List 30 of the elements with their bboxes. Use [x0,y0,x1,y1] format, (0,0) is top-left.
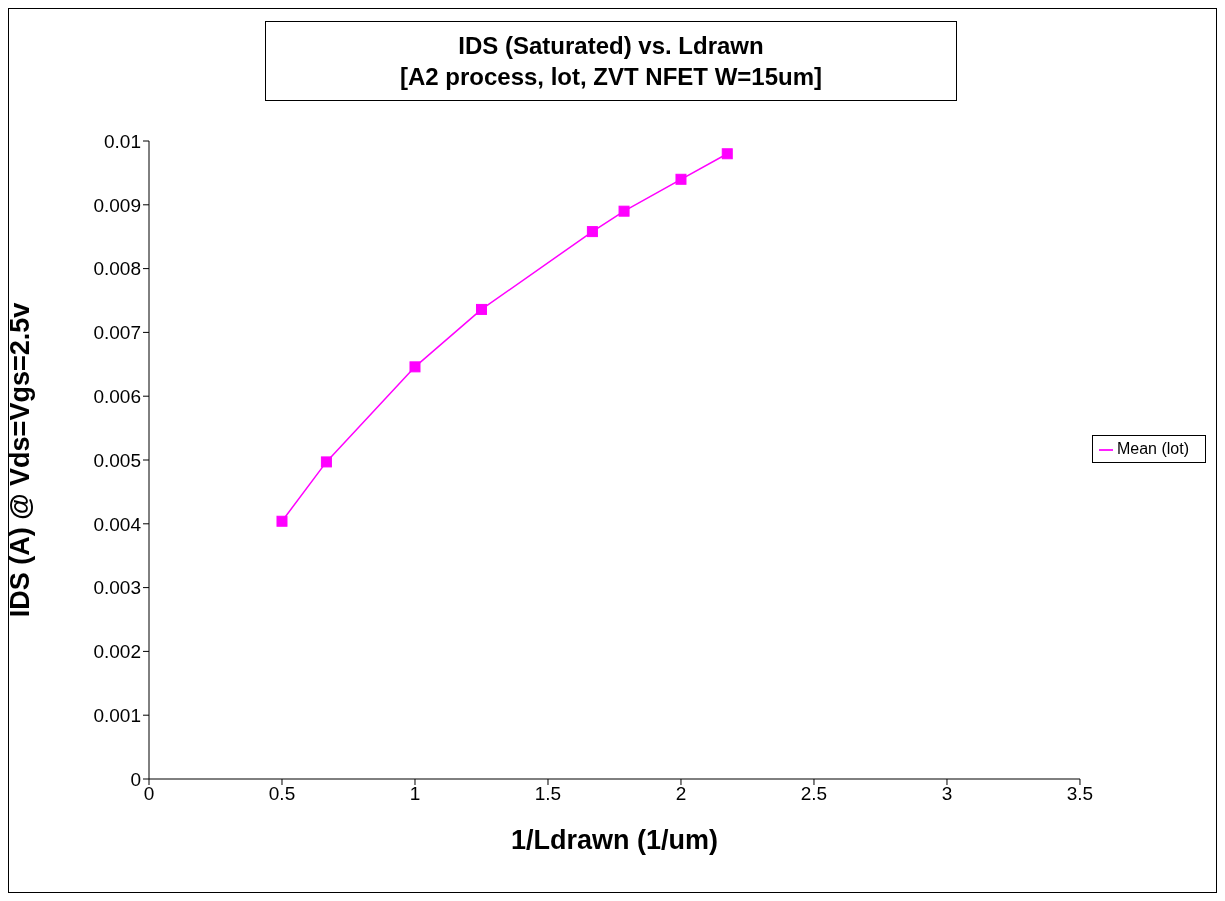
x-tick-label: 3.5 [1066,783,1094,805]
y-tick-label: 0.006 [93,385,141,407]
y-tick-label: 0.005 [93,449,141,471]
point [618,205,630,217]
x-tick-label: 1 [409,783,421,805]
point [675,173,687,185]
x-tick-label: 2 [675,783,687,805]
y-tick-label: 0.008 [93,258,141,280]
point [721,148,733,160]
y-tick-label: 0.003 [93,577,141,599]
x-tick-label: 1.5 [534,783,562,805]
x-tick-label: 3 [941,783,953,805]
point [475,303,487,315]
y-tick-label: 0.01 [104,130,141,152]
y-tick-label: 0.001 [93,704,141,726]
point [276,515,288,527]
point [586,226,598,238]
chart-title: IDS (Saturated) vs. Ldrawn [A2 process, lot, ZVT NFET W=15um] [265,21,957,101]
x-axis-title: 1/Ldrawn (1/um) [510,825,718,855]
point [409,361,421,373]
y-tick-label: 0 [130,768,141,790]
y-tick-label: 0.009 [93,194,141,216]
x-tick-label: 2.5 [800,783,828,805]
point [320,456,332,468]
y-tick-label: 0.002 [93,641,141,663]
y-axis-title: IDS (A) @ Vds=Vgs=2.5v [4,302,35,618]
y-tick-label: 0.004 [93,513,142,535]
legend-label: Mean (lot) [1116,440,1189,457]
x-tick-label: 0.5 [268,783,296,805]
y-tick-label: 0.007 [93,322,141,344]
